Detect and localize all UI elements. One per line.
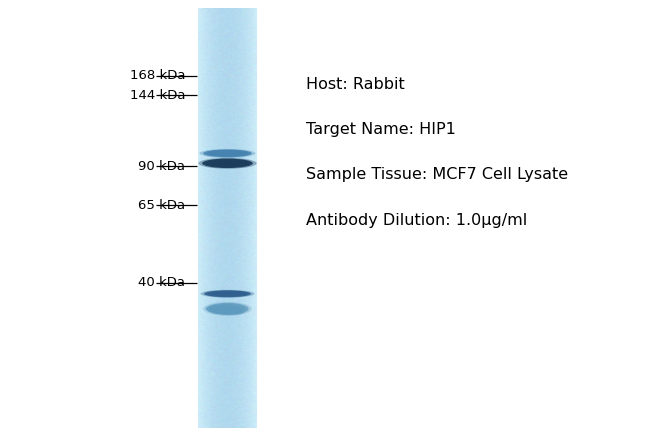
Ellipse shape: [198, 158, 257, 169]
Ellipse shape: [207, 291, 248, 297]
Text: 40 kDa: 40 kDa: [138, 276, 185, 289]
Text: Sample Tissue: MCF7 Cell Lysate: Sample Tissue: MCF7 Cell Lysate: [306, 168, 567, 182]
Ellipse shape: [207, 150, 248, 157]
Ellipse shape: [205, 305, 244, 315]
Ellipse shape: [202, 159, 253, 168]
Text: 90 kDa: 90 kDa: [138, 160, 185, 173]
Text: 168 kDa: 168 kDa: [130, 69, 185, 82]
Text: Target Name: HIP1: Target Name: HIP1: [306, 122, 456, 137]
Ellipse shape: [200, 149, 255, 158]
Text: 144 kDa: 144 kDa: [130, 89, 185, 102]
Ellipse shape: [204, 290, 251, 297]
Text: 65 kDa: 65 kDa: [138, 199, 185, 212]
Ellipse shape: [203, 302, 252, 316]
Ellipse shape: [203, 149, 252, 157]
Text: Antibody Dilution: 1.0μg/ml: Antibody Dilution: 1.0μg/ml: [306, 213, 526, 228]
Ellipse shape: [209, 304, 246, 314]
Ellipse shape: [206, 303, 248, 315]
Text: Host: Rabbit: Host: Rabbit: [306, 77, 404, 92]
Ellipse shape: [201, 290, 254, 298]
Ellipse shape: [206, 159, 249, 167]
